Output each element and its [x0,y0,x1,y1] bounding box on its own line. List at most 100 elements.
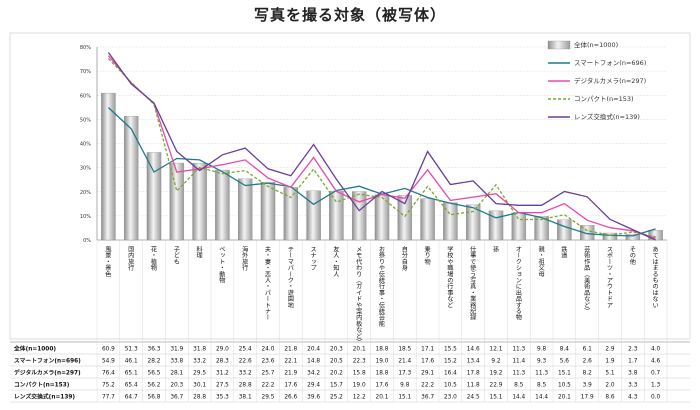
table-cell: 56.8 [148,395,161,401]
table-cell: 27.5 [216,383,229,389]
category-label: 花・植物 [150,245,157,272]
y-tick-label: 0% [83,238,91,244]
bar [169,162,185,241]
table-cell: 21.9 [284,371,297,377]
series-line [107,52,656,241]
table-cell: 15.1 [398,395,411,401]
table-cell: 22.1 [284,359,297,365]
table-cell: 14.6 [467,347,480,353]
category-label: 国内旅行 [127,246,134,272]
bar [488,210,504,241]
table-cell: 26.6 [284,395,297,401]
table-cell: 19.0 [353,383,366,389]
table-cell: 2.6 [583,359,593,365]
y-tick-label: 10% [80,214,91,220]
table-cell: 51.3 [125,347,138,353]
table-cell: 31.8 [193,347,206,353]
category-label: メモ代わり（ガイドや案内板など） [355,246,362,345]
table-cell: 5.6 [560,359,570,365]
table-cell: 28.8 [193,395,206,401]
table-cell: 19.0 [376,359,389,365]
table-cell: 65.1 [125,371,138,377]
table-cell: 18.8 [376,347,389,353]
bar [123,116,139,241]
table-cell: 22.6 [239,359,252,365]
table-cell: 17.6 [421,359,434,365]
table-cell: 24.0 [262,347,275,353]
category-label: スナップ [309,246,316,271]
table-cell: 22.3 [353,359,366,365]
table-cell: 28.2 [148,359,161,365]
category-label: オークションに出品する物 [514,246,521,322]
category-label: 孫 [492,245,499,252]
y-tick-label: 20% [80,190,91,196]
table-cell: 21.8 [284,347,297,353]
bar [329,190,344,241]
y-tick-label: 60% [80,93,91,99]
table-cell: 11.3 [512,347,525,353]
y-tick-label: 50% [80,117,91,123]
table-cell: 1.9 [605,359,615,365]
table-cell: 20.3 [170,383,183,389]
table-cell: 46.1 [125,359,138,365]
category-label: 親・祖父母 [537,245,544,278]
bar [101,92,116,241]
category-label: ペット・動物 [218,246,225,284]
table-cell: 13.4 [467,359,480,365]
table-cell: 4.3 [628,395,638,401]
bar [443,202,458,241]
legend-label: レンズ交換式(n=139) [574,112,640,121]
table-cell: 28.1 [170,371,183,377]
table-cell: 60.9 [102,347,115,353]
table-cell: 12.1 [490,347,503,353]
chart-frame [9,32,691,340]
table-cell: 1.3 [651,383,661,389]
table-cell: 14.8 [307,359,320,365]
y-tick-label: 70% [80,69,91,75]
table-cell: 25.2 [330,395,343,401]
table-cell: 29.0 [216,347,229,353]
table-cell: 8.4 [560,347,570,353]
table-cell: 8.5 [537,383,547,389]
table-cell: 25.4 [239,347,252,353]
table-cell: 21.4 [398,359,411,365]
bar [625,234,641,241]
table-cell: 22.2 [262,383,275,389]
table-cell: 24.5 [467,395,480,401]
table-cell: 19.2 [490,371,503,377]
table-cell: 12.2 [353,395,366,401]
bar [465,204,481,241]
table-cell: 29.5 [193,371,206,377]
bar [534,216,549,241]
table-cell: 36.7 [170,395,183,401]
table-cell: 9.8 [400,383,410,389]
bar [215,169,230,241]
table-cell: 2.9 [605,347,615,353]
bar [192,163,207,241]
table-cell: 8.2 [583,371,593,377]
chart-title: 写真を撮る対象（被写体） [253,6,446,24]
table-cell: 17.3 [398,371,411,377]
table-cell: 17.8 [467,371,480,377]
category-label: 海外旅行 [241,245,248,272]
table-cell: 25.7 [262,371,275,377]
category-label: 料理 [195,245,202,258]
table-cell: 17.6 [376,383,389,389]
table-cell: 29.1 [421,371,434,377]
table-cell: 56.2 [148,383,161,389]
table-row-label: 全体(n=1000) [13,345,56,353]
y-tick-label: 40% [80,142,91,148]
table-cell: 76.4 [102,371,115,377]
table-cell: 36.7 [421,395,434,401]
legend-label: スマートフォン(n=696) [574,59,646,67]
bar [351,191,367,241]
legend-label: 全体(n=1000) [574,40,618,49]
table-cell: 20.2 [330,371,343,377]
table-cell: 9.3 [537,359,547,365]
table-cell: 17.1 [421,347,434,353]
category-label: 乗り物 [423,246,430,266]
category-label: 学校や職場の行事など [446,245,453,308]
table-cell: 29.5 [262,395,275,401]
table-cell: 9.2 [491,359,501,365]
